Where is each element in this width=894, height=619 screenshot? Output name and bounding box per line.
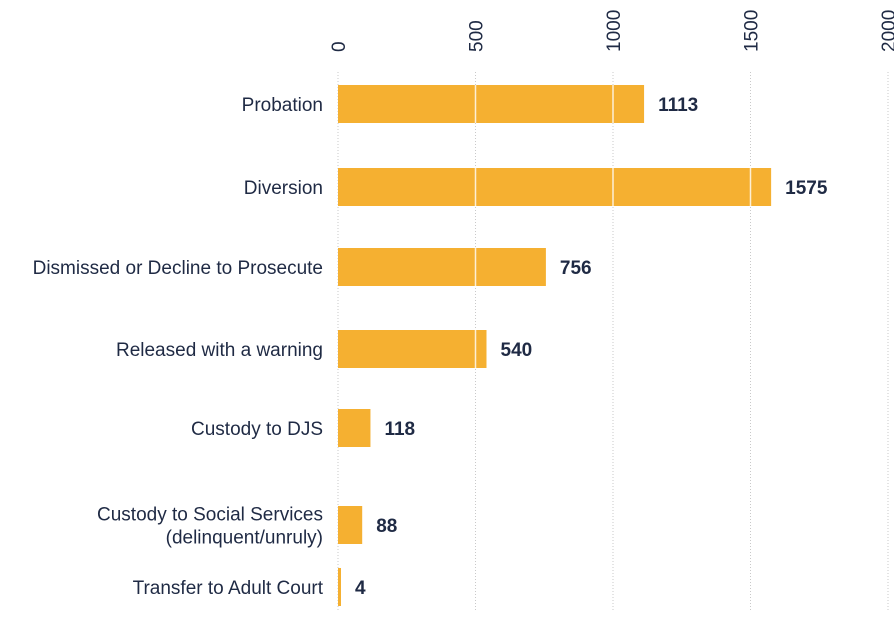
tick-label: 500 <box>467 20 488 52</box>
bar <box>338 409 370 447</box>
category-label: Dismissed or Decline to Prosecute <box>33 258 323 279</box>
category-label: Probation <box>242 95 323 116</box>
value-label: 118 <box>384 419 415 440</box>
category-label: Custody to DJS <box>191 419 323 440</box>
category-label: Transfer to Adult Court <box>133 578 324 599</box>
tick-label: 1000 <box>604 10 625 52</box>
value-label: 1113 <box>658 95 698 116</box>
bar <box>338 568 341 606</box>
bar <box>338 506 362 544</box>
tick-label: 0 <box>329 41 350 52</box>
tick-label: 1500 <box>742 10 763 52</box>
value-label: 756 <box>560 258 592 279</box>
value-label: 88 <box>376 516 397 537</box>
bar <box>338 168 771 206</box>
category-label: Custody to Social Services <box>97 505 323 526</box>
value-label: 1575 <box>785 178 828 199</box>
category-label: Diversion <box>244 178 323 199</box>
category-label: Released with a warning <box>116 340 323 361</box>
value-label: 540 <box>501 340 533 361</box>
category-label: (delinquent/unruly) <box>166 528 323 549</box>
bar <box>338 248 546 286</box>
bar <box>338 330 487 368</box>
value-label: 4 <box>355 578 366 599</box>
bar <box>338 85 644 123</box>
tick-label: 2000 <box>879 10 894 52</box>
